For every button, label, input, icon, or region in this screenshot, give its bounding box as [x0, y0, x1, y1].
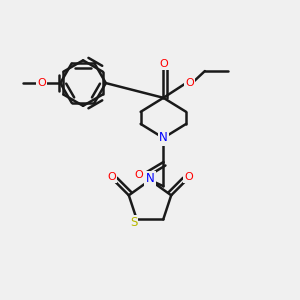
Text: O: O — [184, 172, 193, 182]
Text: S: S — [130, 216, 137, 229]
Text: N: N — [146, 172, 154, 185]
Text: N: N — [159, 131, 168, 145]
Text: O: O — [159, 59, 168, 69]
Text: O: O — [134, 170, 143, 180]
Text: O: O — [107, 172, 116, 182]
Text: O: O — [37, 78, 46, 88]
Text: O: O — [185, 78, 194, 88]
